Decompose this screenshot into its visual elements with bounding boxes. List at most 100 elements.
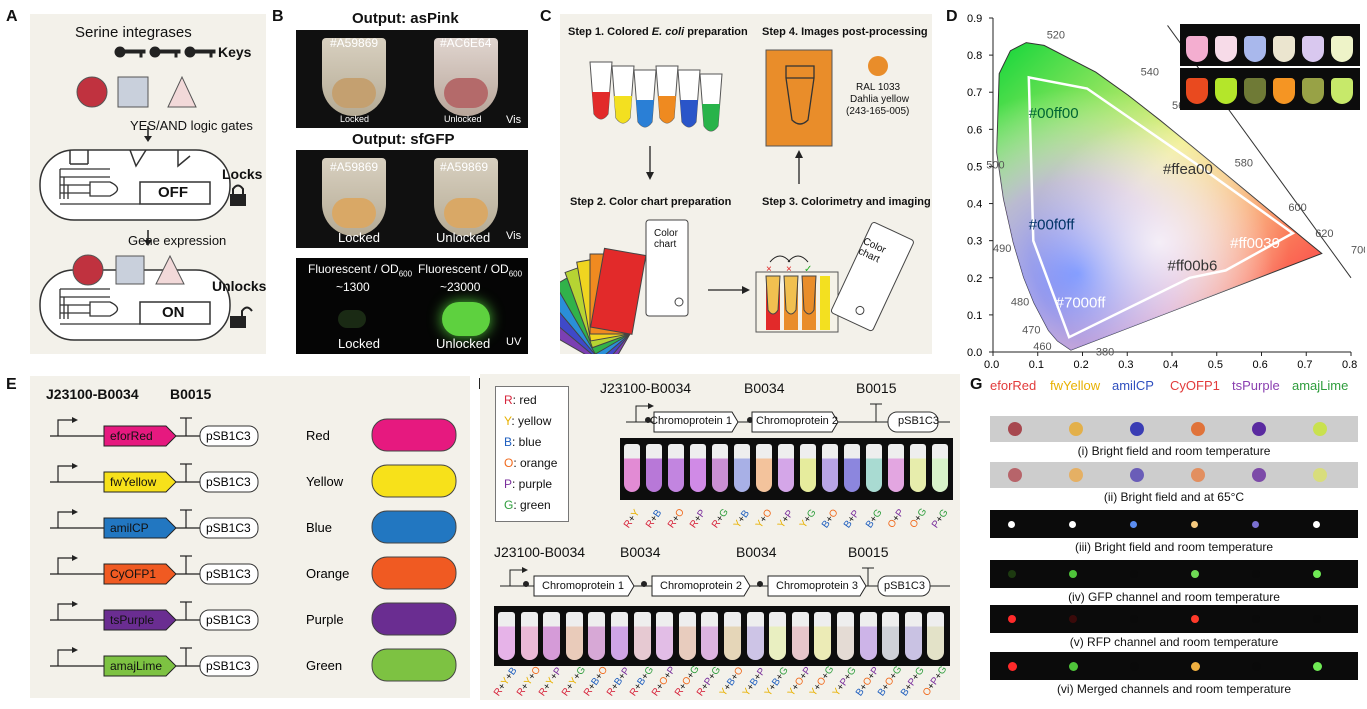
color-swatch xyxy=(371,510,457,544)
colony-dot xyxy=(1313,615,1321,623)
panel-a-diagram xyxy=(39,46,253,341)
tube xyxy=(910,444,926,492)
hex-locked-2: #A59869 xyxy=(330,160,379,174)
legend-item: O: orange xyxy=(504,456,557,470)
legend-key: B xyxy=(504,435,513,449)
color-chart-card xyxy=(830,221,914,332)
locked-caption-2: Locked xyxy=(338,230,380,245)
color-name: Orange xyxy=(306,566,349,581)
colony-dot xyxy=(1252,661,1261,671)
tube xyxy=(588,612,606,660)
tube xyxy=(888,444,904,492)
fluor-locked-value: ~1300 xyxy=(336,280,370,294)
cie-point-label: #ffea00 xyxy=(1163,161,1213,178)
strip-caption: (ii) Bright field and at 65°C xyxy=(1103,490,1245,504)
color-swatch xyxy=(371,556,457,590)
legend-item: Y: yellow xyxy=(504,414,551,428)
pink-triangle-shape xyxy=(167,75,197,108)
terminator-label: B0015 xyxy=(170,386,212,402)
key-icon xyxy=(114,46,216,58)
tube-locked xyxy=(322,38,386,116)
panel-f: R: red Y: yellow B: blue O: orange P: purple… xyxy=(480,374,960,700)
colony-dot xyxy=(1069,615,1077,623)
plasmid-name: pSB1C3 xyxy=(206,567,251,581)
x-tick-label: 0.2 xyxy=(1074,359,1089,371)
gene-name: CyOFP1 xyxy=(110,567,156,581)
colony-dot xyxy=(1130,468,1144,482)
f-bot-promoter: J23100-B0034 xyxy=(494,544,586,560)
cie-point-label: #00ff00 xyxy=(1029,105,1079,122)
colony-dot xyxy=(1313,520,1320,528)
x-tick-label: 0.5 xyxy=(1208,359,1223,371)
f-bcp1: Chromoprotein 1 xyxy=(542,580,624,592)
color-name: Purple xyxy=(306,612,344,627)
gene-name: eforRed xyxy=(110,429,153,443)
colony-dot xyxy=(1191,520,1198,528)
keys-label: Keys xyxy=(218,44,252,60)
gene-name: amilCP xyxy=(110,521,149,535)
legend-value: : purple xyxy=(512,477,553,491)
f-bot-b0034b: B0034 xyxy=(736,544,777,560)
panel-label-e: E xyxy=(6,376,17,393)
three-protein-tubes-photo xyxy=(494,606,950,666)
colony-dot xyxy=(1252,570,1260,578)
lock-closed-icon xyxy=(230,184,246,206)
panel-e: J23100-B0034 B0015 eforRed pSB1C3 Red fwYel… xyxy=(30,376,470,698)
microscopy-strip xyxy=(990,462,1358,488)
color-chart-fan xyxy=(560,219,689,354)
glow-unlocked xyxy=(442,302,490,336)
colony-dot xyxy=(1008,661,1017,671)
colony-dot xyxy=(1069,422,1083,436)
gene-name: fwYellow xyxy=(110,475,157,489)
ral-name: Dahlia yellow xyxy=(850,94,909,105)
tube xyxy=(520,612,538,660)
tube xyxy=(778,444,794,492)
legend-item: G: green xyxy=(504,498,551,512)
tube xyxy=(633,612,651,660)
vis-label: Vis xyxy=(506,114,522,126)
f-bcp2: Chromoprotein 2 xyxy=(660,580,742,592)
tube xyxy=(814,612,832,660)
y-tick-label: 0.4 xyxy=(967,199,982,211)
colony-dot xyxy=(1252,422,1266,436)
construct-row: fwYellow pSB1C3 Yellow xyxy=(50,463,457,498)
colony-dot xyxy=(1191,422,1205,436)
hex-locked: #A59869 xyxy=(330,36,379,50)
uv-photo: Fluorescent / OD600 Fluorescent / OD600 … xyxy=(296,258,528,354)
gene-expression-label: Gene expression xyxy=(128,233,227,248)
f-top-b0015: B0015 xyxy=(856,380,897,396)
ral-code: RAL 1033 xyxy=(856,82,901,93)
construct-rows: eforRed pSB1C3 Red fwYellow pSB1C3 Yellow amil… xyxy=(50,417,457,682)
color-swatch xyxy=(371,464,457,498)
colony-dot xyxy=(1069,570,1077,578)
f-top-b0034: B0034 xyxy=(744,380,785,396)
y-tick-label: 0.6 xyxy=(967,124,982,136)
cie-point-label: #00f0ff xyxy=(1029,217,1075,234)
color-legend: R: red Y: yellow B: blue O: orange P: purple… xyxy=(495,386,569,522)
wavelength-label: 580 xyxy=(1235,157,1253,169)
legend-key: G xyxy=(504,498,514,512)
microscopy-strip xyxy=(990,652,1358,680)
wavelength-label: 540 xyxy=(1141,67,1159,79)
tube xyxy=(712,444,728,492)
strip-caption: (iv) GFP channel and room temperature xyxy=(1068,590,1280,604)
tube xyxy=(498,612,515,660)
colorimetry-setup: × × ✓ xyxy=(755,255,839,333)
protein-header: tsPurple xyxy=(1232,378,1280,393)
serine-integrases-label: Serine integrases xyxy=(75,24,192,41)
tube xyxy=(769,612,787,660)
step1-label: Step 1. Colored E. coli preparation xyxy=(568,26,748,38)
color-name: Blue xyxy=(306,520,332,535)
construct-row: tsPurple pSB1C3 Purple xyxy=(50,601,457,636)
tube xyxy=(668,444,684,492)
colony-dot xyxy=(1313,661,1322,671)
colony-dot xyxy=(1313,468,1327,482)
tube xyxy=(882,612,900,660)
f-top-promoter: J23100-B0034 xyxy=(600,380,692,396)
colony-dot xyxy=(1191,468,1205,482)
check-mark-icon: ✓ xyxy=(804,264,812,275)
strip-caption: (vi) Merged channels and room temperatur… xyxy=(1056,682,1292,696)
hex-unlocked: #AC6E64 xyxy=(440,36,492,50)
construct-row: eforRed pSB1C3 Red xyxy=(50,417,457,452)
x-tick-label: 0.8 xyxy=(1342,359,1357,371)
